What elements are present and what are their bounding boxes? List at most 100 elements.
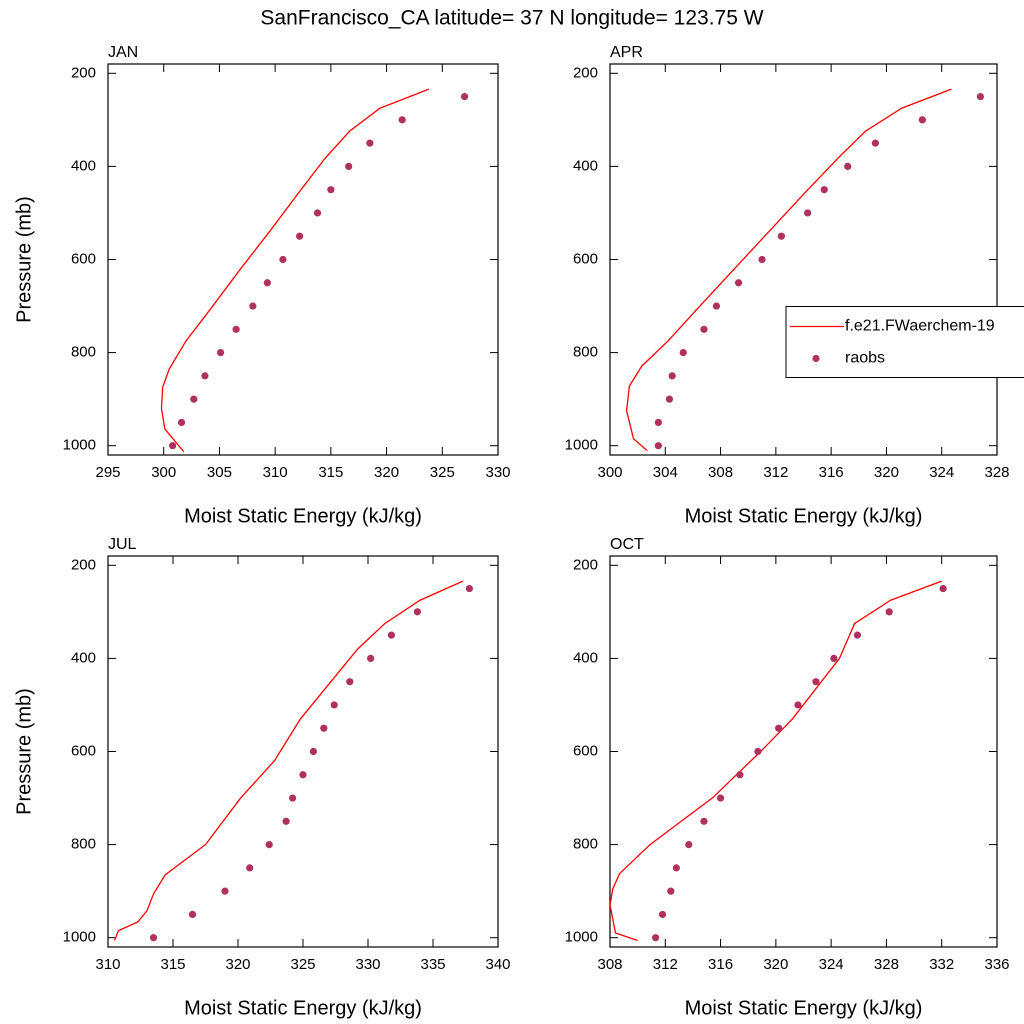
obs-point xyxy=(976,92,985,101)
x-tick-label: 315 xyxy=(318,464,343,481)
y-tick-label: 200 xyxy=(573,556,598,573)
obs-point xyxy=(246,864,254,872)
obs-point xyxy=(299,771,307,779)
x-tick-label: 340 xyxy=(485,956,510,973)
obs-point xyxy=(654,442,662,450)
x-tick-label: 335 xyxy=(420,956,445,973)
figure-title: SanFrancisco_CA latitude= 37 N longitude… xyxy=(260,7,763,30)
obs-point xyxy=(918,116,926,124)
y-tick-label: 200 xyxy=(71,64,96,81)
x-tick-label: 324 xyxy=(819,956,844,973)
x-tick-label: 328 xyxy=(874,956,899,973)
x-tick-label: 310 xyxy=(95,956,120,973)
panel: JUL Moist Static Energy (kJ/kg) Pressure (… xyxy=(13,536,510,1019)
obs-point xyxy=(794,701,802,709)
obs-point xyxy=(346,678,354,686)
y-tick-label: 1000 xyxy=(63,437,96,454)
obs-point xyxy=(716,794,725,802)
x-tick-label: 310 xyxy=(263,464,288,481)
profile-line xyxy=(610,580,942,942)
obs-point xyxy=(736,771,744,779)
x-axis-label: Moist Static Energy (kJ/kg) xyxy=(685,997,923,1019)
obs-point xyxy=(465,584,473,593)
y-tick-label: 200 xyxy=(71,556,96,573)
x-tick-label: 315 xyxy=(160,956,185,973)
obs-point xyxy=(652,934,660,942)
x-tick-label: 325 xyxy=(290,956,315,973)
obs-point xyxy=(685,840,693,849)
x-tick-label: 320 xyxy=(374,464,399,481)
x-tick-label: 312 xyxy=(763,464,788,481)
x-tick-label: 328 xyxy=(984,464,1009,481)
x-tick-label: 295 xyxy=(95,464,120,481)
obs-point xyxy=(279,255,287,264)
obs-point xyxy=(668,372,676,380)
y-axis-label: Pressure (mb) xyxy=(13,688,35,815)
obs-point xyxy=(712,302,721,310)
panel-title: OCT xyxy=(610,536,644,553)
x-tick-label: 320 xyxy=(763,956,788,973)
obs-point xyxy=(265,840,273,849)
obs-point xyxy=(775,724,783,732)
y-axis-label: Pressure (mb) xyxy=(13,196,35,323)
x-tick-label: 312 xyxy=(653,956,678,973)
obs-point xyxy=(853,631,862,639)
plot-frame xyxy=(107,63,499,456)
x-tick-label: 300 xyxy=(597,464,622,481)
obs-point xyxy=(313,209,322,217)
obs-point xyxy=(754,747,762,756)
obs-point xyxy=(844,162,852,171)
obs-point xyxy=(232,325,240,333)
profile-line xyxy=(160,88,430,453)
panel: JAN Moist Static Energy (kJ/kg) Pressure (… xyxy=(13,44,510,527)
panel-title: JUL xyxy=(108,536,137,553)
obs-point xyxy=(296,232,304,240)
y-tick-label: 800 xyxy=(573,836,598,853)
obs-point xyxy=(367,654,375,663)
x-axis-label: Moist Static Energy (kJ/kg) xyxy=(685,505,923,527)
legend-label: raobs xyxy=(845,350,885,367)
obs-point xyxy=(804,209,812,217)
plot-frame xyxy=(609,63,998,456)
obs-point xyxy=(169,442,177,450)
obs-point xyxy=(812,678,820,686)
x-tick-label: 308 xyxy=(708,464,733,481)
obs-point xyxy=(777,232,785,240)
panel-title: APR xyxy=(610,44,643,61)
obs-point xyxy=(665,395,674,403)
panel: OCT Moist Static Energy (kJ/kg) 308 312 316 3… xyxy=(565,536,1010,1019)
obs-point xyxy=(201,372,209,380)
x-tick-label: 325 xyxy=(430,464,455,481)
obs-point xyxy=(654,418,662,427)
obs-point xyxy=(188,910,197,919)
panel: APR Moist Static Energy (kJ/kg) 300 304 308 3… xyxy=(565,44,1024,527)
obs-point xyxy=(871,139,879,147)
x-tick-label: 308 xyxy=(597,956,622,973)
obs-point xyxy=(885,608,893,616)
x-axis-label: Moist Static Energy (kJ/kg) xyxy=(184,505,422,527)
x-tick-label: 316 xyxy=(708,956,733,973)
profile-line xyxy=(625,88,952,452)
obs-point xyxy=(221,887,229,895)
plot-frame xyxy=(609,555,998,948)
panel-title: JAN xyxy=(108,44,138,61)
y-tick-label: 600 xyxy=(573,250,598,267)
obs-point xyxy=(413,608,421,616)
y-tick-label: 800 xyxy=(71,836,96,853)
obs-point xyxy=(216,348,225,357)
x-tick-label: 305 xyxy=(207,464,232,481)
y-tick-label: 600 xyxy=(71,742,96,759)
obs-point xyxy=(330,701,338,709)
y-tick-label: 1000 xyxy=(565,929,598,946)
y-tick-label: 1000 xyxy=(565,437,598,454)
x-axis-label: Moist Static Energy (kJ/kg) xyxy=(184,997,422,1019)
obs-point xyxy=(820,186,828,194)
y-tick-label: 800 xyxy=(573,344,598,361)
obs-point xyxy=(320,724,328,732)
y-tick-label: 200 xyxy=(573,64,598,81)
y-tick-label: 400 xyxy=(573,649,598,666)
obs-point xyxy=(758,255,766,264)
x-tick-label: 330 xyxy=(485,464,510,481)
